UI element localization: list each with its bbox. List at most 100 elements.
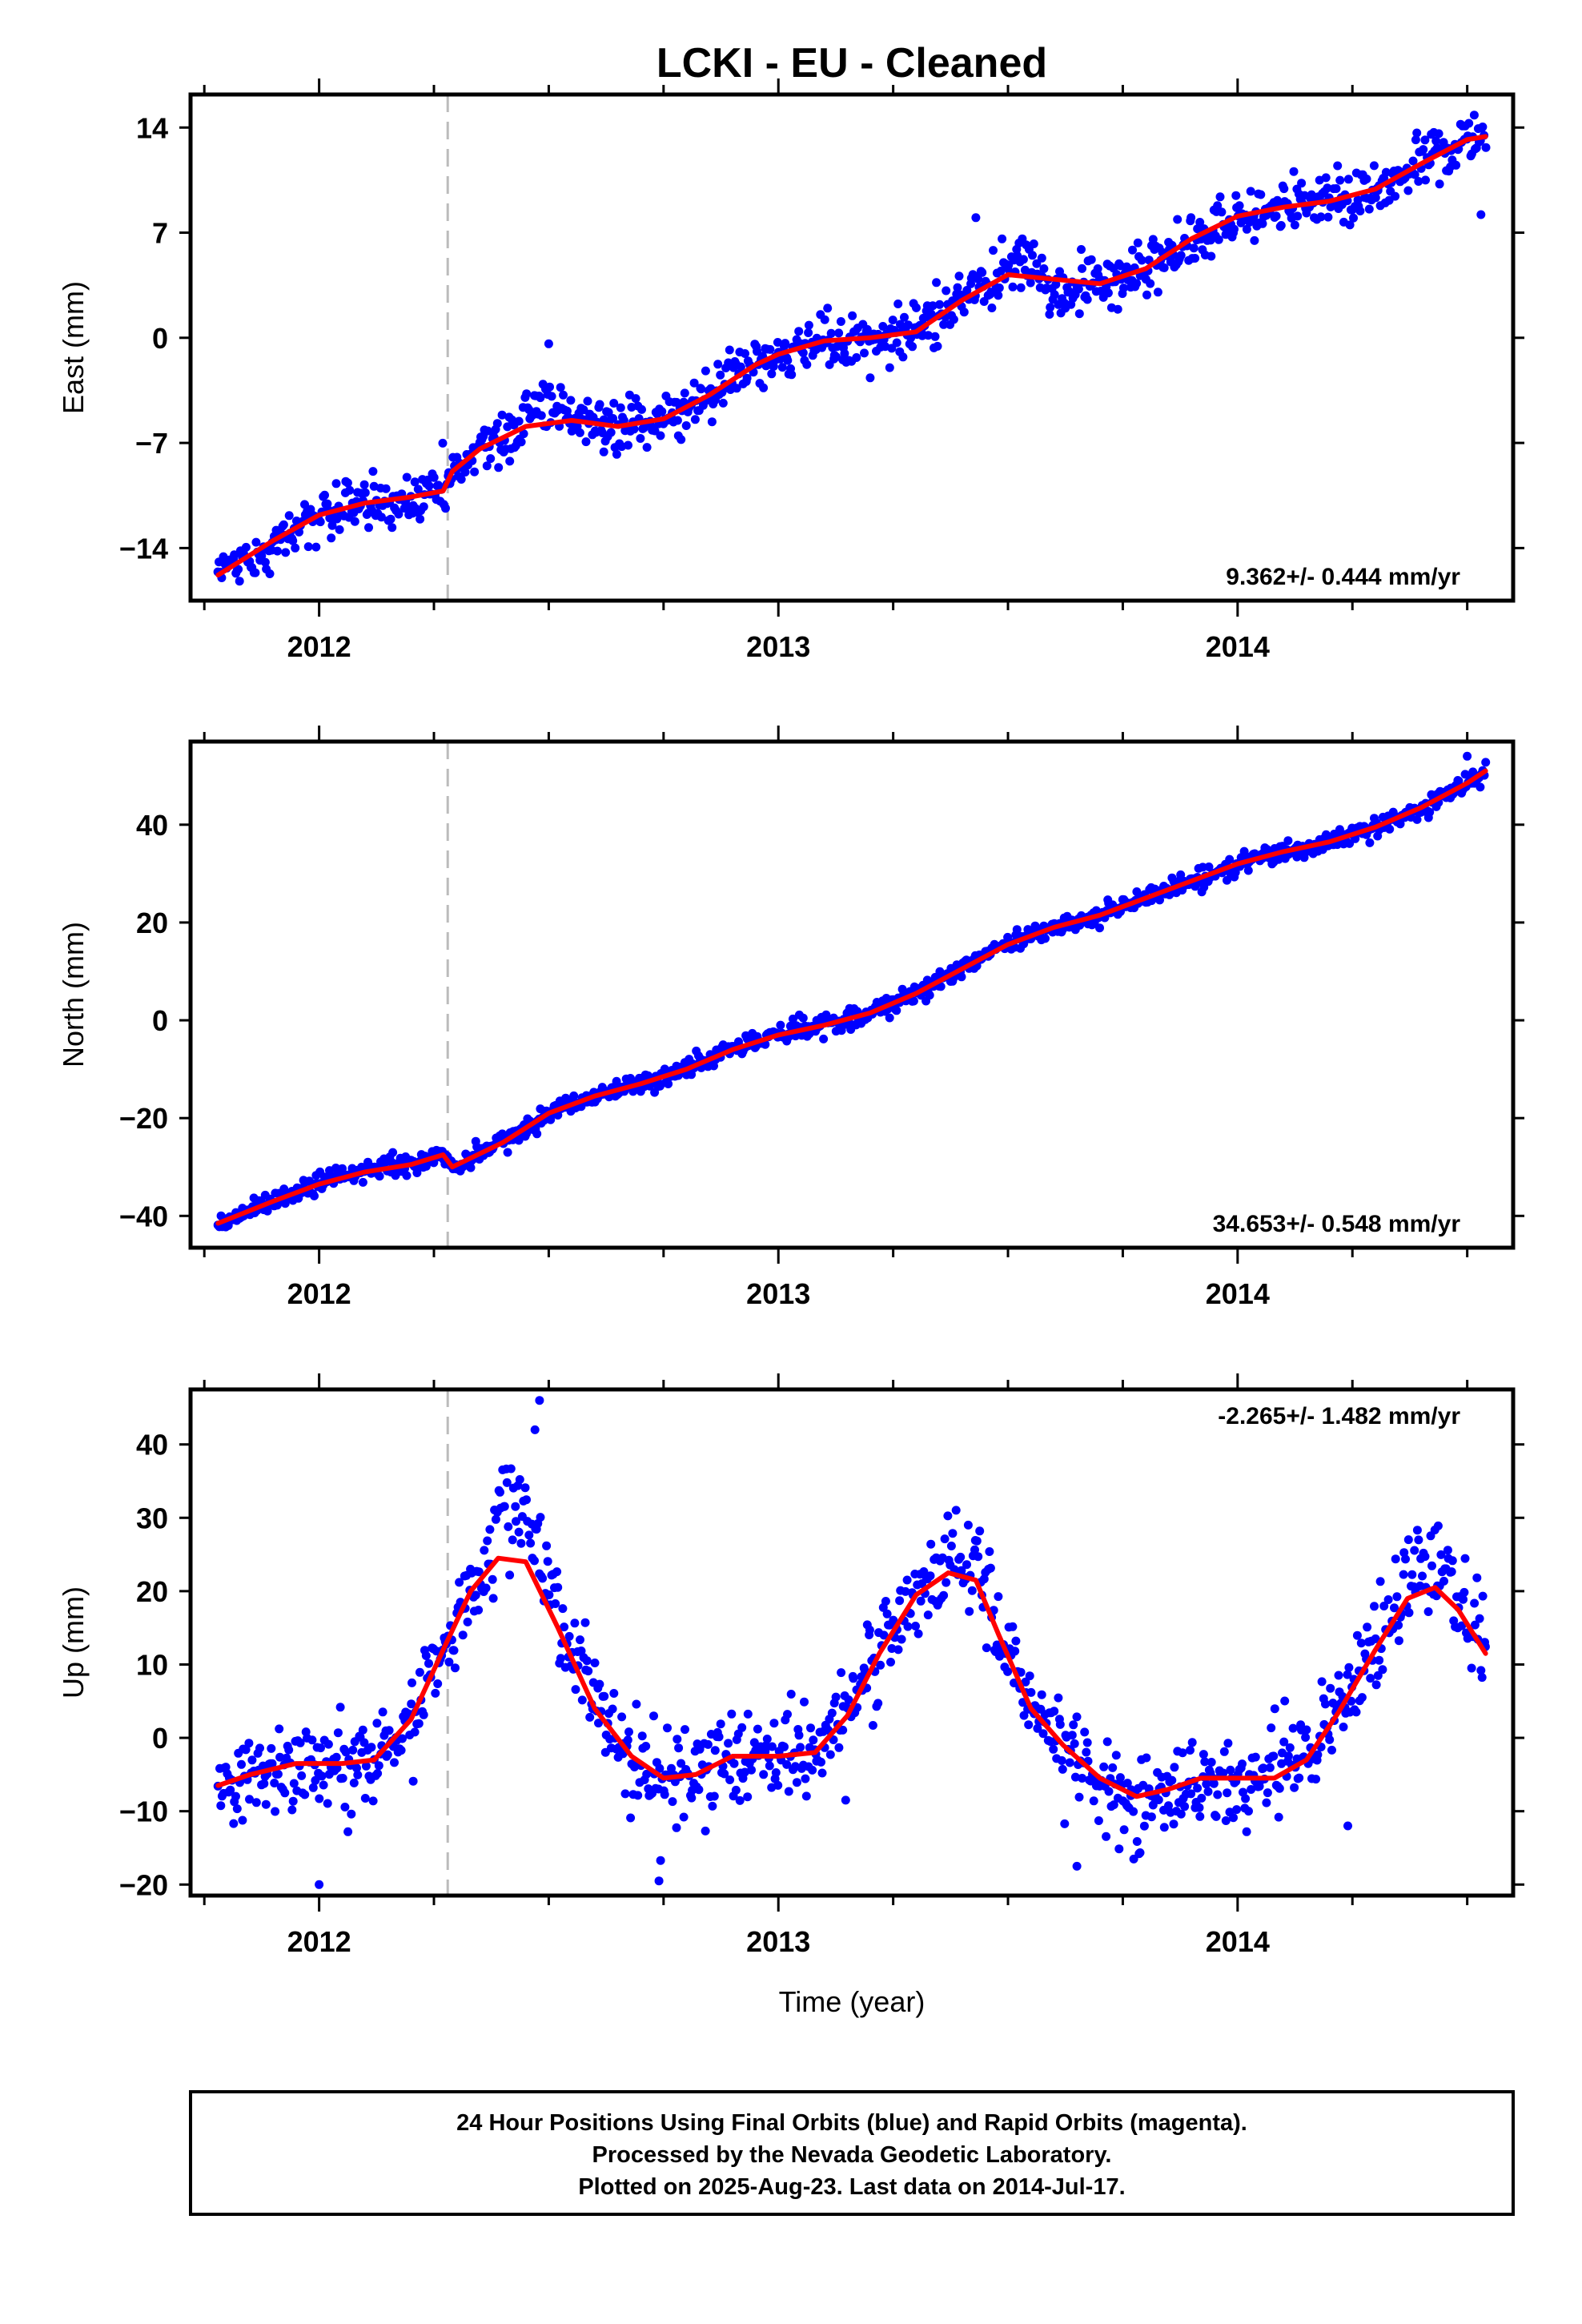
data-point bbox=[979, 1574, 989, 1584]
data-point bbox=[1226, 1765, 1235, 1775]
data-point bbox=[1251, 1752, 1260, 1762]
data-point bbox=[928, 301, 938, 311]
data-point bbox=[1219, 1768, 1228, 1778]
data-point bbox=[1420, 1552, 1430, 1562]
data-point bbox=[838, 1725, 848, 1735]
data-point bbox=[1012, 925, 1022, 935]
data-point bbox=[581, 437, 591, 447]
data-point bbox=[251, 537, 261, 547]
data-point bbox=[231, 1791, 240, 1801]
data-point bbox=[741, 349, 749, 358]
data-point bbox=[1345, 220, 1355, 230]
data-point bbox=[1311, 1775, 1321, 1784]
data-point bbox=[794, 1731, 804, 1740]
data-point bbox=[1008, 1622, 1018, 1631]
data-point bbox=[886, 1658, 895, 1667]
data-point bbox=[316, 1743, 325, 1753]
data-point bbox=[1335, 825, 1344, 834]
data-point bbox=[1285, 1743, 1295, 1752]
data-point bbox=[963, 1520, 973, 1530]
data-point bbox=[956, 1552, 966, 1562]
data-point bbox=[584, 1667, 593, 1676]
data-point bbox=[1302, 1725, 1311, 1735]
data-point bbox=[987, 304, 997, 312]
data-point bbox=[1407, 1570, 1417, 1579]
data-point bbox=[1215, 192, 1225, 202]
data-point bbox=[923, 331, 933, 340]
data-point bbox=[773, 338, 782, 347]
data-point bbox=[378, 1707, 387, 1717]
data-point bbox=[1470, 1620, 1480, 1630]
data-point bbox=[1108, 1763, 1118, 1772]
data-point bbox=[1099, 1762, 1109, 1771]
data-point bbox=[504, 1522, 513, 1531]
data-point bbox=[331, 1752, 341, 1762]
data-point bbox=[1029, 239, 1038, 248]
data-point bbox=[1223, 1739, 1233, 1748]
up-y-axis-title: Up (mm) bbox=[57, 1586, 90, 1699]
data-point bbox=[1195, 218, 1205, 227]
data-point bbox=[1295, 1773, 1304, 1783]
data-point bbox=[908, 342, 917, 352]
data-point bbox=[1454, 776, 1464, 786]
data-point bbox=[284, 1745, 294, 1755]
data-point bbox=[1238, 1759, 1247, 1769]
data-point bbox=[1032, 259, 1042, 268]
data-point bbox=[381, 484, 391, 493]
data-point bbox=[311, 1775, 320, 1785]
data-point bbox=[1301, 1733, 1311, 1742]
north-panel: 40 20 0 −20 −40 North (mm) 2012 2013 2014 34.653+… bbox=[57, 726, 1524, 1310]
data-point bbox=[620, 1789, 630, 1799]
data-point bbox=[1364, 204, 1374, 214]
data-point bbox=[996, 266, 1006, 275]
data-point bbox=[701, 1826, 710, 1835]
data-point bbox=[600, 1691, 609, 1701]
data-point bbox=[485, 1525, 495, 1534]
data-point bbox=[275, 1724, 284, 1734]
data-point bbox=[564, 1631, 574, 1641]
y-tick-label: 0 bbox=[152, 322, 168, 355]
data-point bbox=[1352, 1630, 1362, 1640]
data-point bbox=[338, 1774, 347, 1783]
data-point bbox=[825, 1750, 835, 1759]
data-point bbox=[396, 1746, 406, 1755]
data-point bbox=[1037, 1690, 1046, 1699]
data-point bbox=[703, 1739, 713, 1749]
data-point bbox=[1133, 238, 1142, 247]
data-point bbox=[535, 1396, 544, 1405]
data-point bbox=[954, 271, 964, 281]
data-point bbox=[1476, 782, 1485, 792]
data-point bbox=[1411, 135, 1420, 145]
data-point bbox=[624, 1727, 633, 1737]
data-point bbox=[352, 1763, 361, 1773]
data-point bbox=[1256, 190, 1266, 199]
data-point bbox=[1289, 167, 1299, 176]
data-point bbox=[681, 421, 691, 430]
data-point bbox=[1057, 1756, 1066, 1765]
data-point bbox=[1410, 1546, 1419, 1555]
data-point bbox=[1408, 156, 1418, 166]
data-point bbox=[474, 1567, 484, 1577]
data-point bbox=[320, 490, 329, 500]
data-point bbox=[1038, 1729, 1048, 1739]
data-point bbox=[844, 1695, 853, 1705]
data-point bbox=[923, 1610, 933, 1620]
data-point bbox=[438, 438, 448, 448]
x-tick-label: 2012 bbox=[287, 630, 351, 663]
data-point bbox=[1362, 175, 1371, 183]
data-point bbox=[1467, 1663, 1476, 1673]
data-point bbox=[1159, 263, 1169, 272]
data-point bbox=[394, 509, 404, 519]
data-point bbox=[1401, 1554, 1410, 1564]
data-point bbox=[497, 410, 507, 420]
x-tick-label: 2013 bbox=[746, 1925, 810, 1958]
data-point bbox=[1195, 1811, 1205, 1821]
data-point bbox=[367, 1743, 376, 1752]
data-point bbox=[1452, 160, 1461, 170]
data-point bbox=[1189, 243, 1199, 253]
data-point bbox=[279, 1184, 289, 1194]
data-point bbox=[1204, 862, 1214, 871]
data-point bbox=[994, 283, 1004, 292]
data-point bbox=[1025, 1671, 1034, 1681]
data-point bbox=[1275, 1783, 1284, 1793]
